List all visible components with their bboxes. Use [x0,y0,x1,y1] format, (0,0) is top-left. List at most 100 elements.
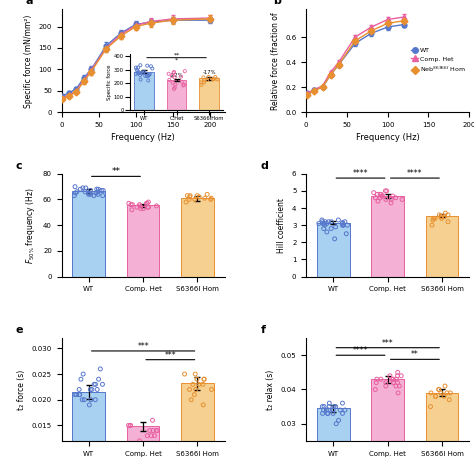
Point [320,406,328,414]
Point [82,188,89,196]
Point [394,369,401,376]
Point [438,215,446,222]
Bar [426,216,458,276]
Point [145,198,152,206]
Point [392,194,400,201]
Point [382,196,390,203]
Point [341,406,349,414]
Text: f: f [261,325,265,335]
Point [429,216,437,224]
Point [85,401,93,409]
Point [191,391,198,398]
Point [208,386,215,393]
Point [154,427,161,434]
Point [335,417,342,424]
Text: ****: **** [407,169,423,178]
Point [95,375,102,383]
Point [133,203,141,211]
Point [323,228,331,236]
Point [338,400,346,407]
Point [192,386,200,393]
Point [392,382,400,390]
Point [374,197,382,205]
Point [432,392,439,400]
Point [72,189,79,197]
Point [395,382,403,390]
Point [320,219,328,227]
Point [446,396,453,403]
Text: ****: **** [353,169,368,178]
Y-axis label: Relative force (fraction of: Relative force (fraction of [271,12,280,109]
Legend: WT, Comp. Het, Neb$^{S6366I}$ Hom: WT, Comp. Het, Neb$^{S6366I}$ Hom [408,45,469,76]
Point [444,211,452,219]
Point [326,400,333,407]
Point [320,225,328,232]
Text: ****: **** [353,346,368,355]
Point [441,213,448,220]
Point [87,191,94,198]
Point [125,422,132,429]
Point [76,185,84,193]
Point [136,437,143,445]
Point [374,191,381,198]
Point [430,215,438,222]
Point [127,422,135,429]
Bar [127,205,159,276]
Point [140,205,147,212]
Text: b: b [273,0,282,6]
Point [208,194,215,202]
Point [71,391,79,398]
Point [193,375,201,383]
Point [394,389,402,397]
Text: ***: *** [137,342,149,351]
Point [387,199,395,207]
Point [435,386,443,393]
Point [325,218,332,226]
Point [437,389,445,397]
Point [92,189,100,197]
Point [398,372,405,380]
Point [390,379,397,386]
Point [93,185,100,193]
Point [149,417,156,424]
Point [339,410,346,417]
Point [335,216,342,224]
Point [87,386,94,393]
Point [326,403,333,410]
Point [436,211,443,219]
Point [92,381,100,388]
Point [143,200,150,207]
Point [207,196,215,203]
Point [187,396,195,403]
Bar [317,408,350,474]
Point [78,396,86,403]
Point [195,193,203,201]
Bar [181,383,214,474]
Point [379,192,387,200]
Point [144,432,151,439]
Point [332,403,339,410]
Point [330,403,338,410]
Point [324,410,332,417]
Point [319,218,326,226]
Point [344,221,351,229]
Point [373,375,381,383]
Text: e: e [16,325,24,335]
Point [191,196,199,203]
Point [85,189,92,197]
Point [435,386,443,393]
Bar [181,198,214,276]
Point [127,201,135,209]
Point [200,401,207,409]
Point [136,202,144,210]
Point [75,386,83,393]
Point [153,202,160,210]
Bar [372,196,404,276]
Bar [426,393,458,474]
Point [73,188,81,196]
Y-axis label: Hill coefficient: Hill coefficient [277,198,286,253]
Point [82,184,90,191]
Point [328,225,335,232]
Text: c: c [16,161,23,171]
Point [339,219,346,227]
